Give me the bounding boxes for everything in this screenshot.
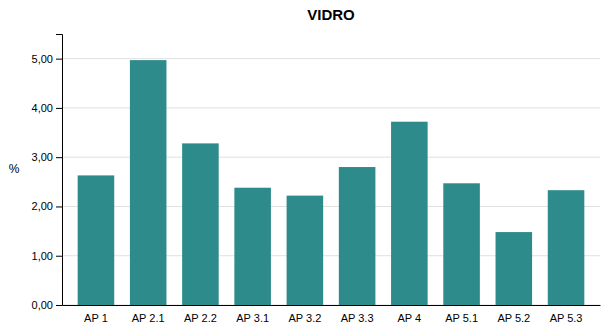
plot: 0,00 1,00 2,00 3,00 4,00 5,00 AP 1 AP 2.1 AP 2.2… xyxy=(32,35,601,324)
bar xyxy=(496,232,533,305)
y-tick-mark xyxy=(56,157,62,158)
x-tick-label: AP 5.3 xyxy=(550,312,583,324)
bar xyxy=(182,143,219,305)
bar xyxy=(287,196,324,305)
x-tick: AP 3.1 xyxy=(236,312,269,324)
y-tick-mark xyxy=(56,305,62,306)
x-axis-line xyxy=(63,305,601,306)
x-tick-label: AP 1 xyxy=(84,312,108,324)
y-tick-label: 2,00 xyxy=(32,200,53,212)
y-tick-mark xyxy=(56,206,62,207)
y-axis-title: % xyxy=(9,162,20,176)
x-tick-label: AP 4 xyxy=(398,312,422,324)
x-tick: AP 3.2 xyxy=(288,312,321,324)
y-tick-label: 0,00 xyxy=(32,299,53,311)
x-axis: AP 1 AP 2.1 AP 2.2 AP 3.1 AP 3.2 AP 3.3 AP 4 AP… xyxy=(63,306,601,324)
title: VIDRO xyxy=(307,6,355,23)
x-tick: AP 5.1 xyxy=(445,312,478,324)
bar xyxy=(234,188,271,305)
bar xyxy=(78,175,115,305)
bar xyxy=(443,183,480,305)
x-tick: AP 1 xyxy=(84,312,108,324)
y-tick: 1,00 xyxy=(32,250,62,262)
x-tick-label: AP 3.3 xyxy=(341,312,374,324)
x-tick: AP 2.1 xyxy=(132,312,165,324)
x-tick: AP 5.2 xyxy=(497,312,530,324)
y-tick: 4,00 xyxy=(32,102,62,114)
x-tick: AP 5.3 xyxy=(550,312,583,324)
y-tick-mark xyxy=(56,256,62,257)
y-axis: 0,00 1,00 2,00 3,00 4,00 5,00 xyxy=(32,35,63,312)
x-tick: AP 4 xyxy=(398,312,422,324)
y-tick: 0,00 xyxy=(32,299,62,311)
y-tick: 2,00 xyxy=(32,200,62,212)
chart-container: 0,00 1,00 2,00 3,00 4,00 5,00 AP 1 AP 2.1 AP 2.2… xyxy=(0,0,616,335)
bar xyxy=(391,122,428,305)
x-tick-label: AP 3.2 xyxy=(288,312,321,324)
x-tick-label: AP 5.1 xyxy=(445,312,478,324)
y-axis-line xyxy=(56,35,63,306)
y-tick-label: 3,00 xyxy=(32,151,53,163)
y-tick-mark xyxy=(56,59,62,60)
x-tick-label: AP 3.1 xyxy=(236,312,269,324)
y-tick-mark xyxy=(56,108,62,109)
x-tick: AP 2.2 xyxy=(184,312,217,324)
bars xyxy=(78,60,585,305)
grid xyxy=(62,59,600,305)
x-tick: AP 3.3 xyxy=(341,312,374,324)
bar xyxy=(548,190,585,305)
bar xyxy=(339,167,376,305)
x-tick-label: AP 5.2 xyxy=(497,312,530,324)
y-tick: 3,00 xyxy=(32,151,62,163)
y-tick-label: 5,00 xyxy=(32,53,53,65)
bar xyxy=(130,60,167,305)
y-tick: 5,00 xyxy=(32,53,62,65)
chart: 0,00 1,00 2,00 3,00 4,00 5,00 AP 1 AP 2.1 AP 2.2… xyxy=(0,0,616,335)
grid-line xyxy=(62,58,600,59)
x-tick-label: AP 2.2 xyxy=(184,312,217,324)
y-tick-label: 1,00 xyxy=(32,250,53,262)
x-tick-label: AP 2.1 xyxy=(132,312,165,324)
y-tick-label: 4,00 xyxy=(32,102,53,114)
